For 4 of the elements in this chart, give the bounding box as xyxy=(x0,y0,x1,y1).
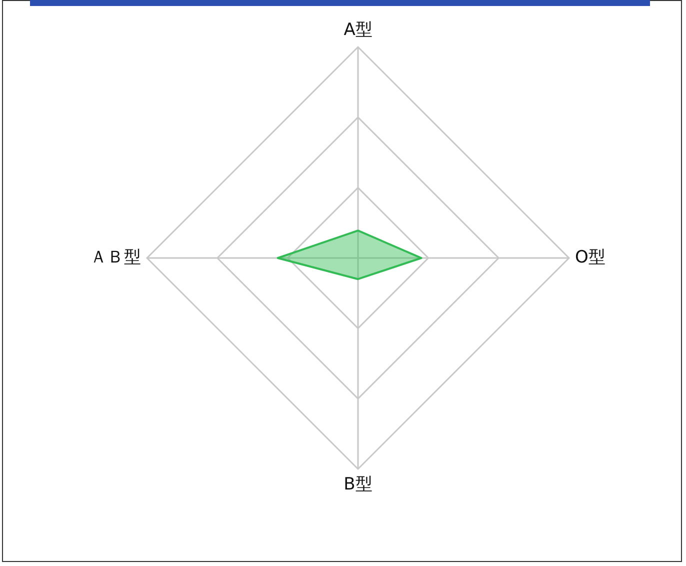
spoke-label: B型 xyxy=(344,474,372,495)
spoke-label: ＡＢ型 xyxy=(90,247,141,268)
spoke-label: A型 xyxy=(344,20,372,40)
spoke-label: O型 xyxy=(575,247,606,268)
